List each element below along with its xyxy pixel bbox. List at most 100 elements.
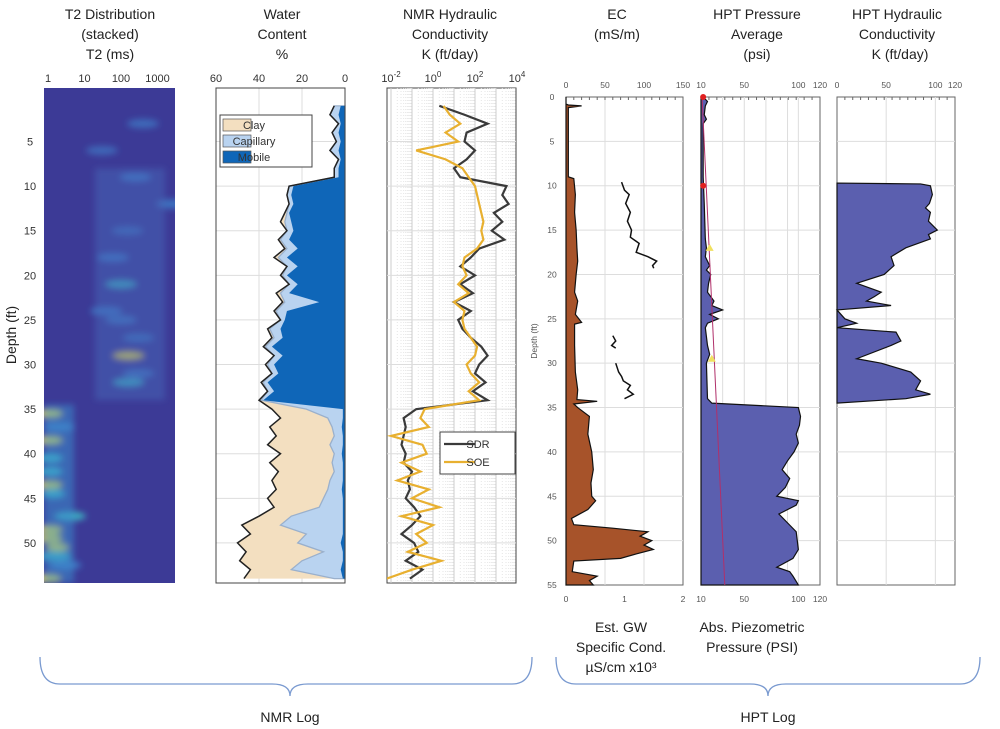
ec-title-line2: (mS/m) [594,26,640,42]
t2-heatmap-band [44,404,74,583]
t2-x-tick-label: 100 [112,73,130,85]
nmrk-title-line1: NMR Hydraulic [403,6,497,22]
t2-y-tick-label: 35 [24,404,36,416]
hptk-title-line1: HPT Hydraulic [852,6,942,22]
hptp-top-tick-label: 100 [791,80,805,90]
ec-chart [565,96,684,586]
ec-bottom-line3: µS/cm x10³ [585,659,656,675]
t2-y-tick-label: 40 [24,449,36,461]
mobile-area [263,105,345,579]
nmrk-title-line3: K (ft/day) [422,46,479,62]
nmrk-legend: SDR SOE [439,431,516,475]
hptk-title-line2: Conductivity [859,26,935,42]
t2-heatmap [44,88,175,583]
hpt-group-brace [555,656,981,697]
t2-x-tick-label: 1000 [145,73,169,85]
t2-title-line1: T2 Distribution [65,6,155,22]
ec-depth-tick-label: 15 [547,225,557,235]
water-content-chart: Clay Capillary Mobile [215,87,346,584]
ec-title: EC (mS/m) [594,6,640,42]
t2-y-tick-label: 5 [27,137,33,149]
ec-depth-tick-label: 40 [547,447,557,457]
hptp-bottom-label: Abs. Piezometric Pressure (PSI) [699,619,804,655]
t2-y-tick-label: 50 [24,538,36,550]
hptk-top-tick-label: 0 [835,80,840,90]
hptp-top-tick-label: 50 [740,80,750,90]
ec-bottom-label: Est. GW Specific Cond. µS/cm x10³ [576,619,666,675]
hptp-title-line2: Average [731,26,783,42]
ec-top-tick-label: 50 [600,80,610,90]
legend-label-mobile: Mobile [238,152,270,164]
t2-heatmap-cell [85,145,118,155]
gw-specific-conductance-line [610,335,617,349]
t2-y-tick-label: 20 [24,270,36,282]
gw-specific-conductance-line [615,362,635,400]
t2-y-axis-label: Depth (ft) [3,306,19,364]
ec-top-tick-label: 100 [637,80,651,90]
ec-title-line1: EC [607,6,626,22]
hptp-title-line1: HPT Pressure [713,6,801,22]
t2-heatmap-band [95,168,165,401]
yellow-triangle-marker [705,243,714,251]
hpt-k-chart [835,96,956,586]
hpt-pressure-chart [700,94,821,586]
water-title-line2: Content [257,26,306,42]
hpt-k-area [835,182,939,404]
ec-depth-tick-label: 25 [547,314,557,324]
water-title-line1: Water [264,6,301,22]
yellow-triangle-marker [707,354,716,362]
hptp-top-tick-label: 10 [696,80,706,90]
t2-y-tick-label: 45 [24,493,36,505]
hptp-bottom-tick-label: 100 [791,594,805,604]
water-plot-border [215,87,346,584]
ec-depth-tick-label: 45 [547,491,557,501]
hptk-top-tick-label: 100 [928,80,942,90]
legend-label-sdr: SDR [466,439,489,451]
ec-bottom-line2: Specific Cond. [576,639,666,655]
nmrk-legend-box [439,431,516,475]
ec-depth-tick-label: 0 [550,92,555,102]
ec-top-tick-label: 150 [676,80,690,90]
total-water-line [236,105,340,580]
ec-bottom-tick-label: 1 [622,594,627,604]
hptp-bottom-line1: Abs. Piezometric [699,619,804,635]
nmr-k-chart: SDR SOE [386,87,517,584]
water-title-line3: % [276,46,288,62]
hptk-title-line3: K (ft/day) [872,46,929,62]
hptp-bottom-tick-label: 50 [740,594,750,604]
t2-x-tick-label: 10 [78,73,90,85]
ec-depth-tick-label: 20 [547,269,557,279]
t2-title-line2: (stacked) [81,26,139,42]
water-x-tick-label: 20 [296,73,308,85]
nmrk-x-tick-label: 104 [509,70,526,85]
hptk-title: HPT Hydraulic Conductivity K (ft/day) [852,6,942,62]
legend-swatch-clay [222,118,252,132]
water-legend: Clay Capillary Mobile [219,114,313,168]
nmrk-title-line2: Conductivity [412,26,488,42]
nmrk-title: NMR Hydraulic Conductivity K (ft/day) [403,6,497,62]
legend-label-soe: SOE [466,457,489,469]
t2-y-tick-label: 10 [24,181,36,193]
gw-specific-conductance-line [620,181,658,269]
ec-top-tick-label: 0 [564,80,569,90]
water-x-tick-label: 0 [342,73,348,85]
t2-y-tick-label: 30 [24,360,36,372]
nmrk-x-tick-label: 100 [425,70,442,85]
hptp-bottom-tick-label: 10 [696,594,706,604]
ec-depth-tick-label: 30 [547,358,557,368]
nmr-group-label: NMR Log [260,709,319,725]
piezometric-pressure-line [701,96,726,586]
ec-bottom-tick-label: 2 [681,594,686,604]
hptp-title: HPT Pressure Average (psi) [713,6,801,62]
ec-depth-tick-label: 5 [550,136,555,146]
series-sdr-line [399,104,511,580]
ec-depth-tick-label: 35 [547,403,557,413]
red-marker [700,182,707,189]
series-soe-line [387,105,485,580]
hptp-title-line3: (psi) [743,46,770,62]
hptp-top-tick-label: 120 [813,80,827,90]
legend-label-clay: Clay [243,120,266,132]
ec-area [565,97,656,586]
